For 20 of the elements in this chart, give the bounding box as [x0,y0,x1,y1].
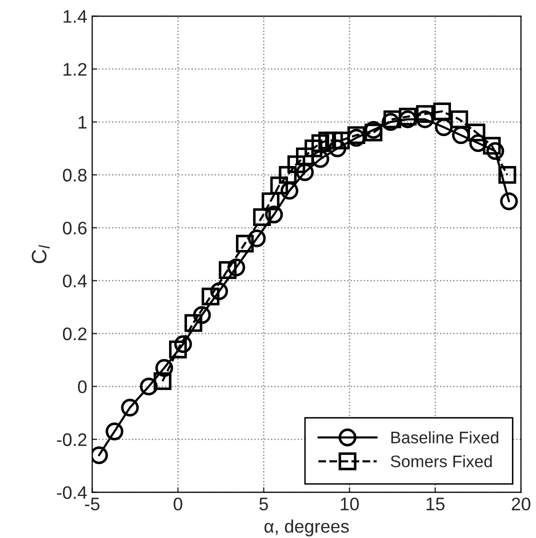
y-tick-label: 1 [78,116,86,128]
y-tick-label: 0.6 [62,222,87,234]
x-tick-label: 20 [512,498,530,510]
y-tick-label: 1.4 [64,10,87,23]
y-tick-label: -0.4 [57,486,87,499]
x-tick-label: 5 [259,498,268,510]
y-tick-label: 0.2 [62,327,86,340]
x-tick-label: 15 [426,498,445,510]
y-axis-title: C$_{l}$ [32,244,50,264]
x-tick-label: 10 [340,498,359,510]
x-tick-label: -5 [84,498,100,510]
legend-label: Somers Fixed [390,455,492,468]
y-tick-label: 0.4 [62,274,87,288]
legend-label: Baseline Fixed [391,431,498,444]
x-tick-label: 0 [174,498,182,510]
x-axis-title: α, degrees [264,520,349,536]
y-tick-label: 1.2 [64,62,86,76]
y-tick-label: -0.2 [57,433,86,446]
y-tick-label: 0.8 [62,168,87,182]
y-tick-label: 0 [78,380,87,394]
